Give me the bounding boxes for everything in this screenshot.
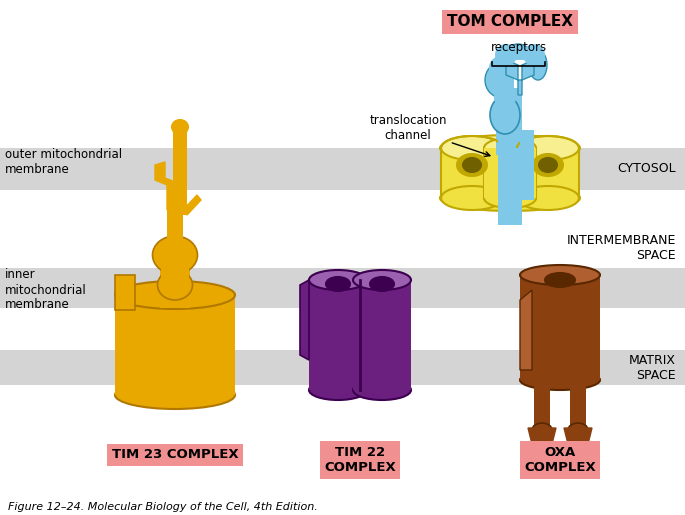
Bar: [510, 65, 518, 100]
Ellipse shape: [353, 270, 411, 290]
Ellipse shape: [440, 135, 580, 161]
Bar: [517, 148, 579, 198]
Bar: [496, 95, 506, 155]
Bar: [520, 275, 600, 380]
Polygon shape: [528, 428, 556, 444]
Ellipse shape: [568, 423, 588, 437]
Polygon shape: [506, 60, 534, 95]
Ellipse shape: [172, 120, 188, 134]
Ellipse shape: [529, 50, 547, 80]
Ellipse shape: [115, 281, 235, 309]
Ellipse shape: [533, 154, 563, 176]
Ellipse shape: [484, 138, 536, 158]
Text: receptors: receptors: [490, 42, 547, 55]
Ellipse shape: [158, 270, 192, 300]
Ellipse shape: [517, 136, 579, 160]
Bar: [0, 350, 685, 385]
Ellipse shape: [504, 44, 532, 72]
Ellipse shape: [490, 57, 512, 79]
Bar: [440, 148, 580, 198]
Bar: [353, 280, 411, 390]
Ellipse shape: [490, 96, 520, 134]
Bar: [160, 268, 190, 308]
Ellipse shape: [370, 277, 394, 291]
Polygon shape: [183, 195, 201, 215]
Ellipse shape: [153, 236, 197, 274]
Bar: [173, 130, 187, 215]
Text: translocation
channel: translocation channel: [369, 114, 490, 157]
Text: TOM COMPLEX: TOM COMPLEX: [447, 14, 573, 29]
Polygon shape: [155, 162, 175, 210]
Bar: [0, 148, 685, 190]
Ellipse shape: [457, 154, 487, 176]
Ellipse shape: [463, 158, 481, 172]
Ellipse shape: [353, 380, 411, 400]
Ellipse shape: [517, 186, 579, 210]
Text: outer mitochondrial
membrane: outer mitochondrial membrane: [5, 148, 122, 176]
Text: INTERMEMBRANE
SPACE: INTERMEMBRANE SPACE: [566, 234, 676, 262]
Text: OXA
COMPLEX: OXA COMPLEX: [524, 446, 596, 474]
Bar: [498, 130, 522, 225]
Polygon shape: [115, 275, 135, 310]
Bar: [115, 295, 235, 395]
Polygon shape: [300, 280, 309, 360]
Ellipse shape: [485, 62, 517, 97]
Text: TIM 23 COMPLEX: TIM 23 COMPLEX: [112, 449, 238, 461]
Bar: [161, 265, 189, 290]
Bar: [484, 148, 536, 198]
Ellipse shape: [484, 188, 536, 208]
Text: Figure 12–24. Molecular Biology of the Cell, 4th Edition.: Figure 12–24. Molecular Biology of the C…: [8, 502, 318, 512]
Ellipse shape: [326, 277, 350, 291]
Text: MATRIX
SPACE: MATRIX SPACE: [629, 354, 676, 382]
Text: CYTOSOL: CYTOSOL: [617, 162, 676, 175]
Bar: [510, 95, 522, 155]
Text: inner
mitochondrial
membrane: inner mitochondrial membrane: [5, 268, 87, 312]
Ellipse shape: [495, 86, 515, 108]
Ellipse shape: [532, 423, 552, 437]
Ellipse shape: [539, 158, 557, 172]
Bar: [570, 380, 586, 430]
Ellipse shape: [440, 185, 580, 211]
Bar: [167, 210, 183, 265]
Ellipse shape: [496, 45, 516, 65]
Bar: [498, 130, 512, 200]
Bar: [0, 268, 685, 308]
Ellipse shape: [520, 265, 600, 285]
Bar: [441, 148, 503, 198]
Ellipse shape: [498, 139, 522, 157]
Ellipse shape: [309, 380, 367, 400]
Polygon shape: [564, 428, 592, 444]
Bar: [484, 148, 536, 198]
Ellipse shape: [520, 370, 600, 390]
Ellipse shape: [441, 186, 503, 210]
Ellipse shape: [524, 45, 544, 65]
Bar: [514, 60, 526, 88]
Ellipse shape: [441, 136, 503, 160]
Bar: [534, 380, 550, 430]
Bar: [520, 130, 534, 200]
Polygon shape: [520, 290, 532, 370]
Ellipse shape: [309, 270, 367, 290]
Ellipse shape: [545, 273, 575, 287]
Bar: [309, 280, 367, 390]
Text: TIM 22
COMPLEX: TIM 22 COMPLEX: [324, 446, 396, 474]
Ellipse shape: [115, 381, 235, 409]
